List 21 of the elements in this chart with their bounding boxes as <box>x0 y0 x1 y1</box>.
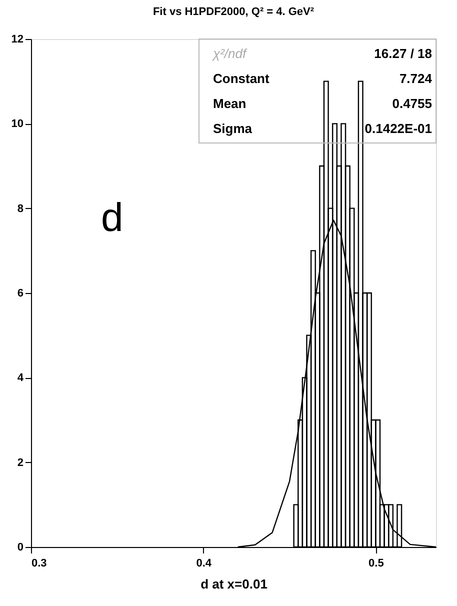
y-tick-label: 8 <box>17 202 24 215</box>
annotation: Sigma <box>213 121 253 136</box>
annotation: 0.4755 <box>392 96 432 111</box>
y-tick-label: 4 <box>17 372 24 384</box>
chart-title: Fit vs H1PDF2000, Q² = 4. GeV² <box>152 6 314 18</box>
y-tick-label: 2 <box>17 456 24 469</box>
x-tick-label: 0.4 <box>196 558 212 570</box>
y-tick-label: 6 <box>17 288 24 300</box>
annotation: 16.27 / 18 <box>374 46 432 61</box>
y-tick-label: 10 <box>11 118 24 130</box>
annotation: 0.1422E-01 <box>364 121 432 136</box>
annotation: 7.724 <box>399 71 433 86</box>
y-tick-label: 0 <box>17 542 24 554</box>
annotation: d <box>101 196 124 240</box>
annotation: Mean <box>213 96 246 111</box>
x-tick-label: 0.3 <box>32 558 47 570</box>
annotation: χ²/ndf <box>212 46 248 61</box>
x-tick-label: 0.5 <box>368 558 384 570</box>
y-tick-label: 12 <box>11 34 24 46</box>
annotation: Constant <box>213 71 270 86</box>
x-axis-title: d at x=0.01 <box>200 576 268 592</box>
